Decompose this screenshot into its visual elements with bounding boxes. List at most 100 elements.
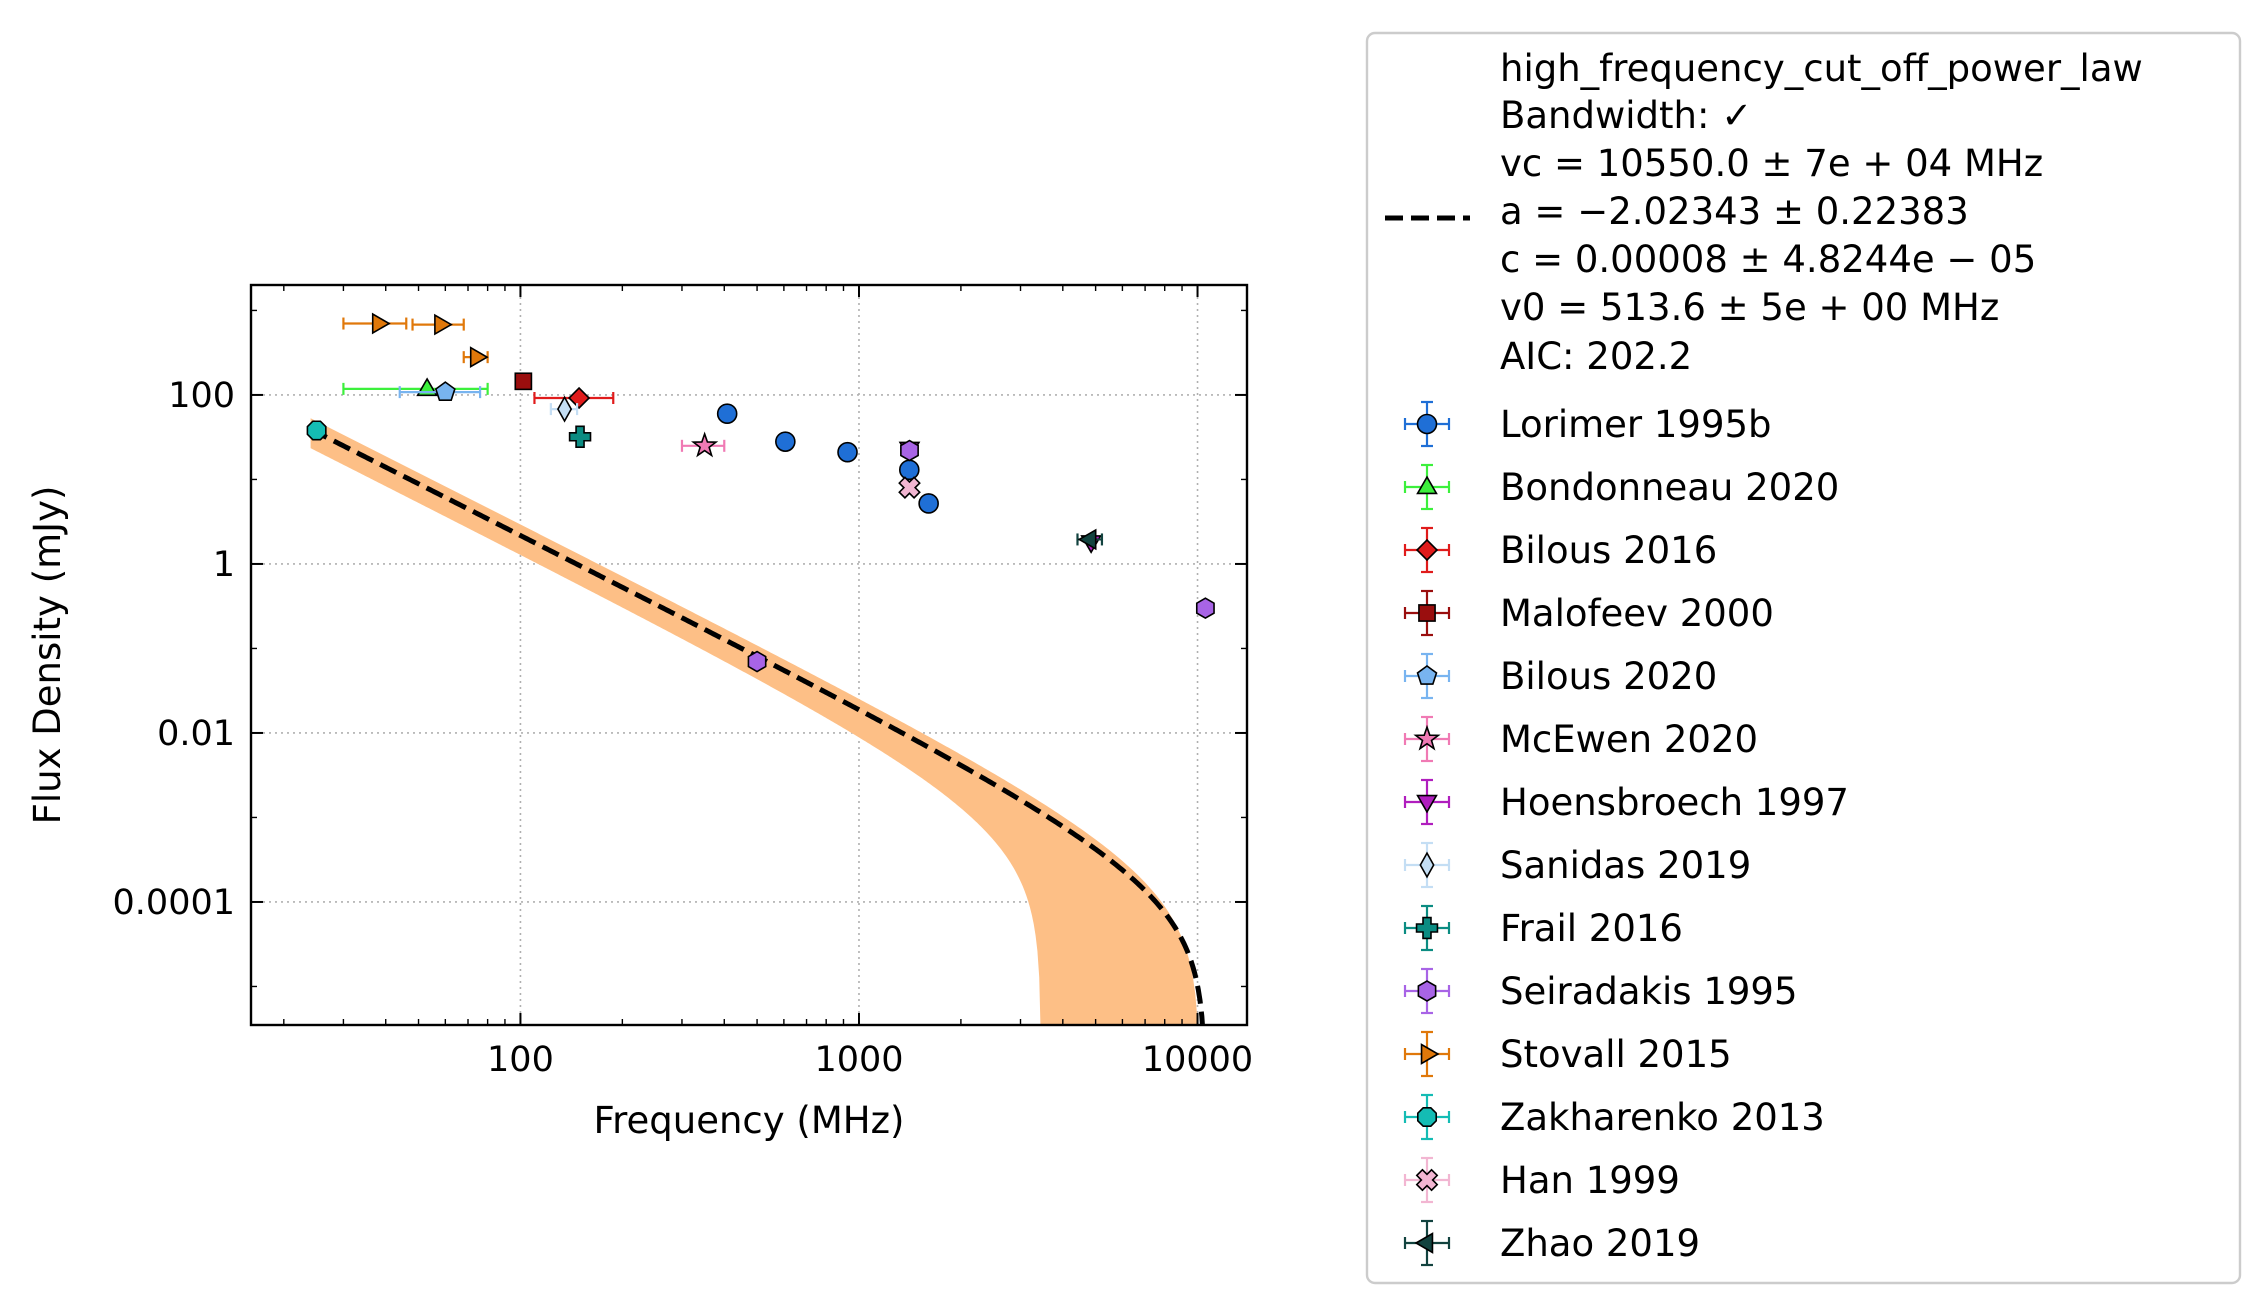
legend-entry: Zhao 2019	[1403, 1219, 1700, 1267]
legend-entry: Frail 2016	[1403, 904, 1683, 952]
circle-marker	[775, 431, 796, 452]
fit-band-area	[310, 418, 1198, 1025]
series-zakharenko-2013	[306, 420, 327, 441]
circle-marker	[716, 403, 738, 424]
circle-marker	[898, 459, 920, 481]
legend-label: Bilous 2020	[1500, 655, 1717, 698]
x-tick-label: 10000	[1142, 1040, 1253, 1080]
x-marker	[1415, 1168, 1439, 1192]
star-marker	[1413, 724, 1441, 751]
legend-entry: Bilous 2016	[1403, 526, 1717, 574]
legend-entry: Stovall 2015	[1403, 1030, 1732, 1078]
hexagon-marker	[747, 650, 767, 673]
data-points	[306, 312, 1215, 673]
legend-entry: Bilous 2020	[1403, 652, 1717, 700]
octagon-marker	[306, 420, 327, 441]
series-stovall-2015	[342, 312, 489, 369]
fit-line-6: AIC: 202.2	[1500, 335, 1692, 378]
legend-label: Sanidas 2019	[1500, 844, 1751, 887]
series-han-1999	[898, 476, 921, 499]
y-tick-label: 0.0001	[113, 883, 235, 923]
legend-entries: Lorimer 1995b Bondonneau 2020 Bilous 2016 M…	[1403, 400, 1849, 1267]
legend-label: Lorimer 1995b	[1500, 403, 1772, 446]
legend-label: Seiradakis 1995	[1500, 970, 1797, 1013]
series-bilous-2016	[533, 386, 615, 410]
hexagon-marker	[900, 439, 919, 462]
legend-entry: Seiradakis 1995	[1403, 967, 1797, 1015]
series-bilous-2020	[398, 381, 482, 401]
circle-marker	[1416, 413, 1438, 435]
y-tick-label: 0.01	[157, 714, 235, 754]
hexagon-marker	[1195, 597, 1215, 620]
pentagon-marker	[434, 381, 456, 401]
series-frail-2016	[568, 425, 592, 449]
legend-label: Zhao 2019	[1500, 1222, 1700, 1265]
series-zhao-2019	[1076, 528, 1104, 551]
legend-fit-text: high_frequency_cut_off_power_law Bandwid…	[1500, 47, 2155, 378]
triangle-left-marker	[1414, 1232, 1434, 1254]
legend-label: McEwen 2020	[1500, 718, 1758, 761]
legend-entry: Zakharenko 2013	[1403, 1093, 1825, 1141]
legend-label: Hoensbroech 1997	[1500, 781, 1849, 824]
square-marker	[1418, 604, 1436, 622]
legend-label: Zakharenko 2013	[1500, 1096, 1825, 1139]
y-tick-label: 1	[213, 545, 235, 585]
thin-diamond-marker	[556, 395, 573, 423]
axis-ticks: 100 1000 10000 0.0001 0.01 1 100	[113, 285, 1253, 1080]
legend-entry: McEwen 2020	[1403, 715, 1758, 763]
legend-label: Han 1999	[1500, 1159, 1680, 1202]
x-axis-label: Frequency (MHz)	[594, 1099, 905, 1142]
legend-label: Malofeev 2000	[1500, 592, 1774, 635]
plot-frame	[249, 283, 1249, 1027]
x-marker	[898, 476, 921, 499]
diamond-marker	[567, 386, 591, 410]
series-bondonneau-2020	[342, 377, 489, 397]
legend-entry: Bondonneau 2020	[1403, 463, 1839, 511]
triangle-left-marker	[1077, 528, 1097, 551]
fit-line-1: Bandwidth: ✓	[1500, 94, 1752, 137]
triangle-down-marker	[1416, 794, 1438, 814]
fit-line-5: v0 = 513.6 ± 5e + 00 MHz	[1500, 286, 1999, 329]
thin-diamond-marker	[1419, 851, 1435, 879]
plus-marker	[1415, 916, 1439, 940]
legend-label: Frail 2016	[1500, 907, 1683, 950]
fit-uncertainty-band	[310, 418, 1198, 1025]
series-malofeev-2000	[514, 372, 533, 391]
triangle-right-marker	[469, 346, 489, 369]
square-marker	[514, 372, 533, 391]
legend-entry: Malofeev 2000	[1403, 589, 1774, 637]
legend-entry: Han 1999	[1403, 1156, 1680, 1204]
legend-entry: Hoensbroech 1997	[1403, 778, 1849, 826]
plus-marker	[568, 425, 592, 449]
pentagon-marker	[1416, 665, 1438, 685]
legend-label: Stovall 2015	[1500, 1033, 1732, 1076]
fit-line-4: c = 0.00008 ± 4.8244e − 05	[1500, 238, 2036, 281]
triangle-right-marker	[434, 313, 453, 336]
x-tick-label: 100	[487, 1040, 554, 1080]
series-sanidas-2019	[549, 395, 579, 423]
series-mcewen-2020	[680, 431, 726, 458]
x-tick-label: 1000	[814, 1040, 903, 1080]
y-tick-label: 100	[168, 376, 235, 416]
legend: high_frequency_cut_off_power_law Bandwid…	[1365, 31, 2242, 1285]
y-axis-label: Flux Density (mJy)	[26, 486, 69, 825]
circle-marker	[918, 493, 939, 514]
legend-entry: Sanidas 2019	[1403, 841, 1751, 889]
legend-entry: Lorimer 1995b	[1403, 400, 1772, 448]
hexagon-marker	[1417, 980, 1437, 1002]
series-lorimer-1995b	[716, 403, 939, 514]
star-marker	[691, 431, 719, 458]
legend-frame	[1365, 31, 2242, 1285]
circle-marker	[837, 441, 858, 463]
diamond-marker	[1415, 538, 1439, 562]
fit-line-0: high_frequency_cut_off_power_law	[1500, 47, 2143, 90]
triangle-right-marker	[1420, 1043, 1440, 1065]
series-seiradakis-1995	[747, 439, 1215, 673]
triangle-right-marker	[371, 312, 391, 335]
fit-line-3: a = −2.02343 ± 0.22383	[1500, 190, 1969, 233]
octagon-marker	[1416, 1106, 1438, 1128]
fit-line-2: vc = 10550.0 ± 7e + 04 MHz	[1500, 142, 2043, 185]
legend-label: Bilous 2016	[1500, 529, 1717, 572]
legend-label: Bondonneau 2020	[1500, 466, 1839, 509]
